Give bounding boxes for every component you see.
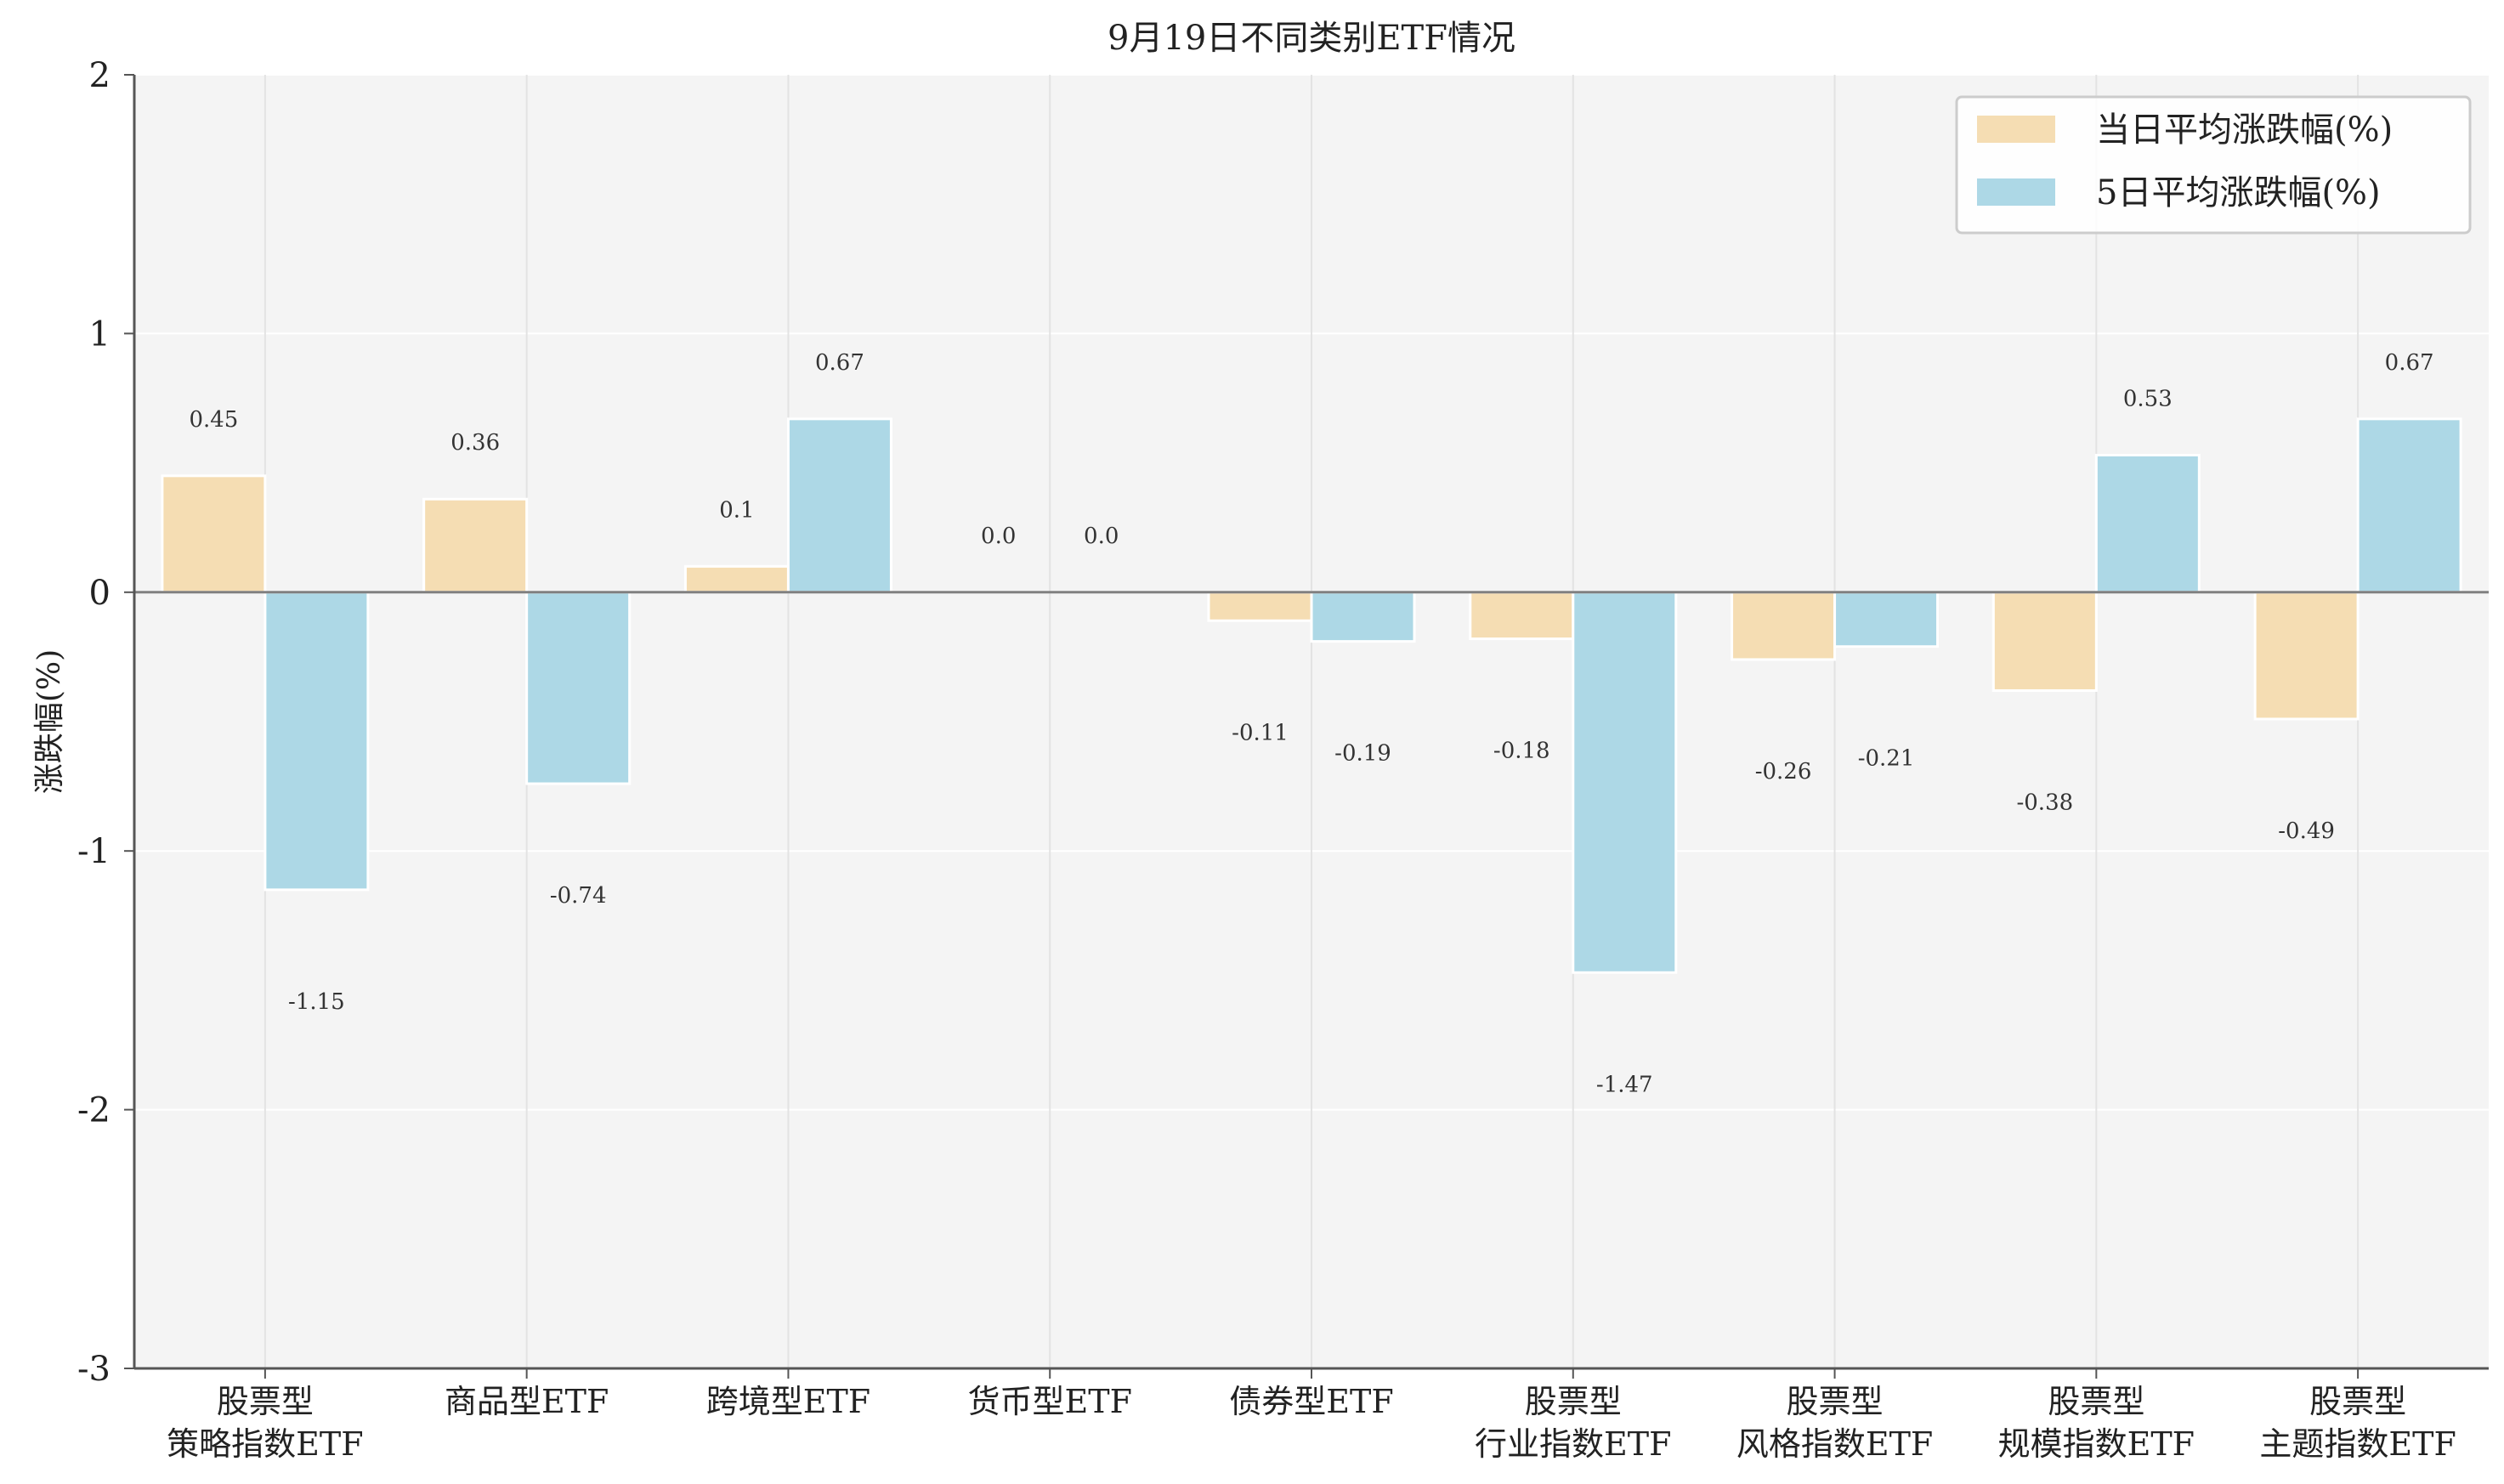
x-category-label: 规模指数ETF — [1998, 1425, 2195, 1463]
x-category-label: 策略指数ETF — [167, 1425, 363, 1463]
x-category-label: 主题指数ETF — [2259, 1425, 2456, 1463]
data-label-daily: 0.45 — [189, 407, 238, 433]
bar-daily — [1991, 591, 2098, 692]
data-label-5day: -0.74 — [550, 883, 607, 909]
bar-daily — [1731, 591, 1837, 661]
x-category-label: 股票型 — [2309, 1383, 2406, 1420]
bar-daily — [1207, 591, 1313, 622]
y-tick-label: -2 — [77, 1091, 110, 1130]
legend-label-daily: 当日平均涨跌幅(%) — [2096, 110, 2393, 150]
bars — [161, 417, 2462, 974]
bar-5day — [2356, 417, 2462, 594]
x-category-label: 风格指数ETF — [1736, 1425, 1933, 1463]
x-category-label: 股票型 — [217, 1383, 314, 1420]
data-label-5day: -0.21 — [1858, 746, 1915, 772]
legend-swatch-5day — [1977, 178, 2055, 206]
axes — [124, 74, 2489, 1379]
legend-label-5day: 5日平均涨跌幅(%) — [2096, 173, 2381, 212]
chart-title: 9月19日不同类别ETF情况 — [1108, 19, 1515, 58]
data-label-5day: 0.67 — [815, 350, 864, 376]
x-category-label: 股票型 — [1787, 1383, 1884, 1420]
bar-5day — [786, 417, 892, 594]
y-tick-label: 2 — [89, 56, 110, 95]
legend: 当日平均涨跌幅(%) 5日平均涨跌幅(%) — [1955, 95, 2472, 235]
bar-daily — [161, 474, 267, 594]
bar-5day — [1833, 591, 1940, 649]
x-category-label: 跨境型ETF — [706, 1383, 870, 1420]
x-category-label: 商品型ETF — [445, 1383, 609, 1420]
bar-5day — [263, 591, 370, 892]
data-label-5day: -1.15 — [288, 989, 345, 1015]
legend-box — [1955, 95, 2472, 235]
bar-5day — [2094, 453, 2201, 594]
data-label-daily: -0.38 — [2016, 790, 2073, 815]
x-category-label: 行业指数ETF — [1475, 1425, 1671, 1463]
data-label-daily: -0.18 — [1493, 739, 1550, 764]
bar-daily — [2253, 591, 2360, 721]
data-label-daily: -0.26 — [1755, 759, 1812, 784]
data-label-5day: 0.0 — [1084, 524, 1119, 549]
y-tick-label: -3 — [77, 1350, 110, 1389]
y-tick-label: -1 — [77, 832, 110, 871]
data-label-5day: 0.53 — [2123, 386, 2173, 411]
legend-swatch-daily — [1977, 116, 2055, 143]
data-label-daily: 0.0 — [981, 524, 1016, 549]
data-label-daily: 0.1 — [719, 497, 754, 523]
data-label-daily: -0.11 — [1232, 720, 1289, 745]
y-tick-label: 0 — [89, 574, 110, 613]
y-tick-label: 1 — [89, 314, 110, 354]
x-category-label: 货币型ETF — [967, 1383, 1131, 1420]
data-label-5day: 0.67 — [2385, 350, 2434, 376]
bar-5day — [525, 591, 632, 785]
x-category-label: 股票型 — [2048, 1383, 2144, 1420]
data-label-daily: 0.36 — [450, 430, 500, 456]
bar-daily — [1469, 591, 1575, 641]
data-label-5day: -0.19 — [1334, 741, 1391, 767]
data-labels: 0.45 0.36 0.1 0.0 -0.11 -0.18 -0.26 -0.38 -0.49 -… — [189, 350, 2433, 1097]
x-category-label: 股票型 — [1525, 1383, 1622, 1420]
bar-daily — [422, 497, 529, 594]
data-label-daily: -0.49 — [2278, 818, 2335, 844]
bar-5day — [1310, 591, 1416, 643]
data-label-5day: -1.47 — [1596, 1072, 1653, 1097]
y-axis-label: 涨跌幅(%) — [32, 649, 67, 794]
x-category-label: 债券型ETF — [1229, 1383, 1393, 1420]
bar-5day — [1572, 591, 1678, 974]
bar-daily — [683, 564, 790, 594]
